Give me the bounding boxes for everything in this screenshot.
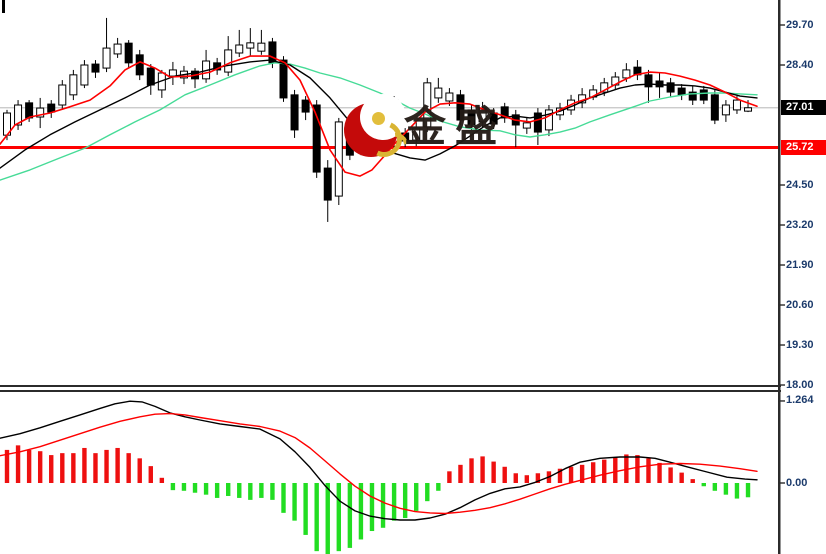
price-tick-label: 18.00	[786, 378, 814, 391]
current-price-badge: 27.01	[781, 100, 826, 116]
price-tick-label: 19.30	[786, 338, 814, 351]
price-tick-label: 21.90	[786, 258, 814, 271]
candles	[3, 17, 753, 222]
price-tick-label: 24.50	[786, 178, 814, 191]
price-tick-label: 23.20	[786, 218, 814, 231]
support-level-value: 25.72	[786, 140, 814, 153]
current-price-value: 27.01	[786, 101, 814, 114]
price-axis[interactable]: 27.01 25.72 29.70 28.40 24.50 23.20 21.90 20.…	[781, 0, 826, 554]
price-tick-label: 28.40	[786, 58, 814, 71]
indicator-tick-label: 1.264	[786, 394, 814, 407]
price-tick-label: 29.70	[786, 18, 814, 31]
price-tick-label: 20.60	[786, 298, 814, 311]
indicator-tick-label: 0.00	[786, 476, 808, 489]
macd-histogram	[4, 445, 751, 554]
support-level-badge: 25.72	[781, 139, 826, 155]
